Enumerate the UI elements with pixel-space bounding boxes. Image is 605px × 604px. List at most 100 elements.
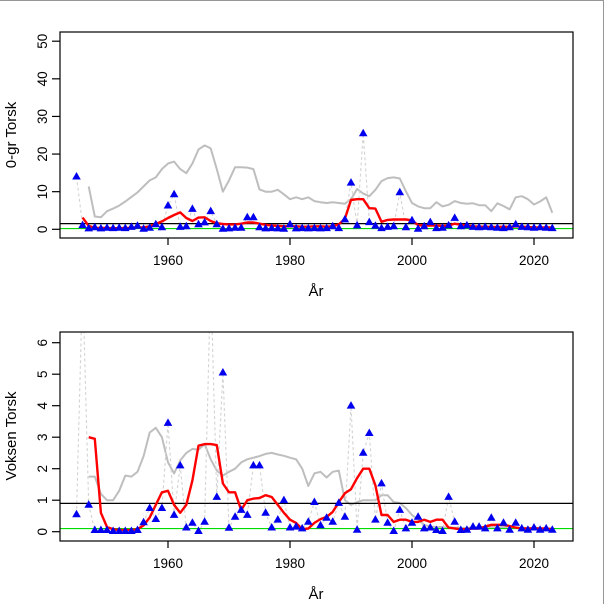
triangle-marker bbox=[279, 224, 289, 232]
triangle-marker bbox=[261, 508, 270, 516]
triangle-marker bbox=[72, 509, 81, 518]
triangle-marker bbox=[310, 497, 319, 505]
triangle-marker bbox=[121, 526, 130, 534]
plot-box bbox=[59, 331, 574, 542]
triangle-marker bbox=[273, 223, 283, 232]
triangle-marker bbox=[133, 221, 142, 229]
triangle-marker bbox=[517, 523, 527, 532]
triangle-marker bbox=[218, 368, 228, 376]
gray-line bbox=[87, 144, 554, 219]
triangle-marker bbox=[182, 523, 191, 531]
y-tick-label: 50 bbox=[35, 34, 50, 49]
triangle-marker bbox=[206, 206, 215, 215]
triangle-marker bbox=[517, 222, 527, 230]
p1-x-axis-title: År bbox=[309, 586, 324, 603]
plot-0gr-torsk: 0 10 20 30 40 50 1960 1980 2000 2020 0-gr Torsk Å… bbox=[3, 31, 574, 300]
triangle-marker bbox=[182, 221, 191, 230]
triangle-marker bbox=[194, 219, 203, 228]
triangle-marker bbox=[145, 503, 154, 511]
triangle-marker bbox=[297, 223, 307, 232]
triangle-marker bbox=[438, 223, 447, 231]
triangle-marker bbox=[84, 500, 93, 508]
triangle-marker bbox=[474, 522, 484, 530]
triangle-marker bbox=[541, 523, 551, 532]
triangle-marker bbox=[328, 517, 337, 525]
y-tick-label: 30 bbox=[35, 109, 50, 124]
triangle-marker bbox=[346, 178, 356, 186]
triangle-marker bbox=[358, 128, 368, 137]
triangle-marker bbox=[243, 212, 252, 221]
triangle-marker bbox=[493, 223, 502, 231]
triangle-marker bbox=[163, 201, 173, 209]
plot-box bbox=[59, 31, 574, 239]
p0-y-axis-title: 0-gr Torsk bbox=[3, 101, 20, 168]
triangle-marker bbox=[200, 217, 209, 226]
y-tick-label: 5 bbox=[35, 370, 50, 378]
y-tick-label: 4 bbox=[35, 401, 50, 409]
triangle-marker bbox=[261, 223, 270, 232]
triangle-marker bbox=[194, 526, 203, 534]
y-tick-label: 2 bbox=[35, 465, 50, 473]
triangle-marker bbox=[273, 515, 283, 523]
triangle-marker bbox=[127, 526, 136, 534]
triangle-marker bbox=[419, 221, 429, 230]
triangle-marker bbox=[200, 517, 209, 525]
triangle-marker bbox=[371, 221, 380, 229]
triangle-marker bbox=[529, 523, 539, 531]
triangle-marker bbox=[352, 220, 362, 229]
y-tick-label: 10 bbox=[35, 184, 50, 199]
triangle-marker bbox=[72, 172, 81, 180]
triangle-marker bbox=[230, 223, 240, 231]
triangle-marker bbox=[468, 222, 478, 230]
triangle-marker bbox=[322, 513, 331, 521]
triangle-marker bbox=[163, 418, 173, 426]
triangle-marker bbox=[328, 221, 337, 230]
triangle-marker bbox=[157, 222, 167, 231]
triangle-marker bbox=[499, 223, 508, 232]
x-tick-label: 1980 bbox=[275, 556, 305, 571]
triangle-marker bbox=[151, 219, 161, 228]
triangle-marker bbox=[304, 223, 313, 232]
triangle-marker bbox=[175, 460, 185, 469]
triangle-marker bbox=[279, 495, 289, 504]
triangle-marker bbox=[224, 523, 234, 531]
triangle-marker bbox=[541, 223, 551, 231]
y-tick-label: 20 bbox=[35, 147, 50, 162]
p1-render-layer: 0 1 2 3 4 5 6 1960 1980 2000 2020 bbox=[35, 331, 574, 571]
triangle-marker bbox=[407, 518, 417, 526]
triangle-marker bbox=[401, 222, 411, 231]
triangle-marker bbox=[493, 523, 502, 532]
series-layer bbox=[60, 332, 573, 534]
triangle-marker bbox=[334, 498, 344, 506]
triangle-marker bbox=[114, 526, 124, 534]
triangle-marker bbox=[389, 526, 398, 534]
triangle-marker bbox=[175, 222, 185, 230]
triangle-connector-dashed-line bbox=[75, 332, 553, 533]
triangle-marker bbox=[487, 222, 496, 231]
triangle-marker bbox=[450, 517, 459, 525]
triangle-marker bbox=[487, 513, 496, 521]
triangle-marker bbox=[188, 204, 197, 212]
triangle-marker bbox=[285, 219, 295, 228]
triangle-marker bbox=[267, 223, 276, 232]
triangle-marker bbox=[157, 503, 167, 511]
triangle-marker bbox=[480, 523, 490, 532]
triangle-marker bbox=[316, 223, 325, 232]
triangle-marker bbox=[139, 517, 148, 526]
triangle-marker bbox=[316, 520, 325, 529]
triangle-marker bbox=[499, 518, 508, 526]
y-tick-label: 0 bbox=[35, 528, 50, 536]
triangle-marker bbox=[505, 222, 514, 231]
triangle-marker bbox=[377, 223, 386, 232]
triangle-marker bbox=[114, 223, 124, 231]
triangle-marker bbox=[352, 525, 362, 533]
triangle-marker bbox=[90, 222, 100, 231]
triangle-marker bbox=[535, 222, 545, 231]
triangle-marker bbox=[419, 523, 429, 532]
triangle-marker bbox=[426, 523, 435, 531]
triangle-marker bbox=[383, 518, 392, 526]
triangle-marker bbox=[340, 214, 350, 223]
triangle-marker bbox=[523, 222, 533, 231]
triangle-marker bbox=[212, 219, 222, 228]
panel-0gr-torsk: 0 10 20 30 40 50 1960 1980 2000 2020 0-gr Torsk Å… bbox=[0, 1, 603, 303]
